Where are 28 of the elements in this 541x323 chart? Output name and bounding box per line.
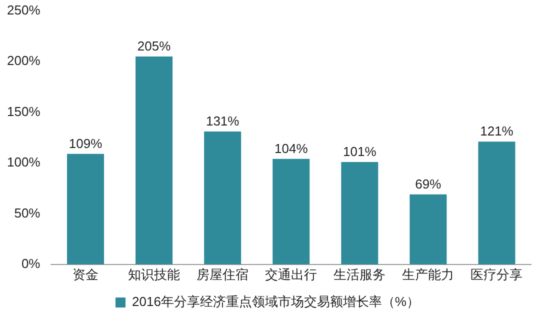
data-label: 121% [480,124,514,139]
x-tick-label: 医疗分享 [470,266,523,282]
y-tick-label: 150% [7,104,41,119]
data-label: 104% [274,140,308,156]
bar [410,194,447,264]
bar [341,162,378,264]
x-tick-label: 交通出行 [265,266,318,282]
x-tick-label: 生产能力 [402,266,454,282]
data-label: 109% [68,136,103,151]
data-label: 131% [206,114,240,129]
bar [136,56,173,264]
y-tick-label: 100% [7,154,41,170]
x-tick-label: 资金 [72,266,99,282]
x-tick-label: 生活服务 [334,266,386,282]
x-tick-label: 房屋住宿 [196,266,249,282]
legend-label: 2016年分享经济重点领域市场交易额增长率（%） [132,294,420,310]
x-tick-label: 知识技能 [128,266,180,282]
y-tick-label: 250% [7,2,41,18]
bar [272,158,310,264]
y-tick-label: 200% [7,53,41,68]
bar [478,142,516,264]
data-label: 101% [343,144,377,160]
data-label: 69% [415,176,442,192]
y-tick-label: 50% [14,205,41,220]
data-label: 205% [137,38,172,54]
bar [204,132,242,264]
bar [67,154,104,264]
y-tick-label: 0% [21,256,41,271]
